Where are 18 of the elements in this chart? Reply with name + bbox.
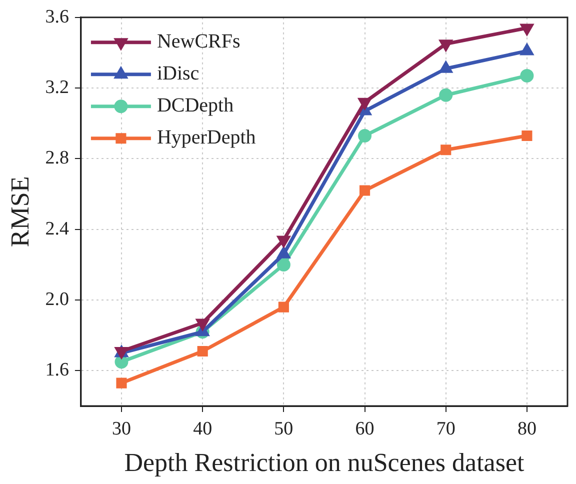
x-tick-label: 60 — [355, 418, 374, 440]
y-tick-label: 2.0 — [45, 289, 69, 310]
y-tick-label: 2.8 — [45, 148, 69, 169]
x-tick-label: 50 — [274, 418, 294, 440]
y-tick-label: 3.6 — [45, 6, 69, 28]
x-tick-label: 30 — [112, 418, 131, 440]
x-tick-label: 40 — [193, 418, 212, 440]
x-tick-label: 70 — [436, 418, 456, 440]
legend-label: DCDepth — [156, 94, 234, 117]
y-tick-label: 2.4 — [45, 218, 70, 240]
legend-label: NewCRFs — [156, 30, 241, 53]
x-axis-title: Depth Restriction on nuScenes dataset — [124, 448, 525, 478]
x-tick-label: 80 — [517, 418, 536, 440]
y-tick-label: 1.6 — [45, 360, 69, 381]
legend-label: HyperDepth — [156, 126, 256, 149]
y-tick-label: 3.2 — [45, 77, 69, 98]
y-axis-title: RMSE — [5, 176, 34, 248]
legend-label: iDisc — [156, 62, 200, 85]
